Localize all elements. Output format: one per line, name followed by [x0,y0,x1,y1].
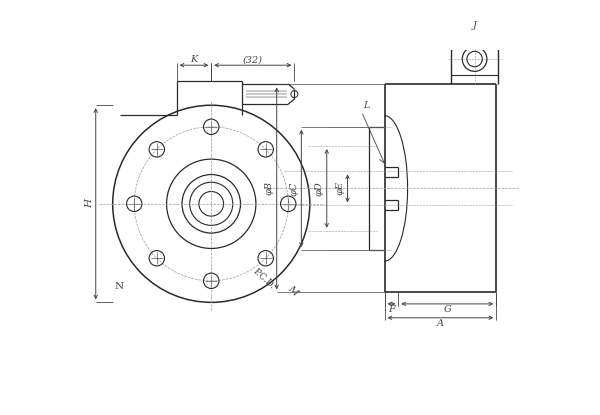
Text: P.C.D.: P.C.D. [251,267,277,291]
Text: φE: φE [335,181,344,195]
Text: H: H [85,199,94,208]
Text: G: G [443,305,451,314]
Text: F: F [388,305,395,314]
Text: (32): (32) [243,55,263,64]
Text: L: L [364,101,370,110]
Text: J: J [473,22,476,30]
Text: φD: φD [314,181,323,196]
Text: K: K [190,55,197,64]
Text: A: A [437,319,444,328]
Text: M: M [286,283,299,297]
Text: φB: φB [265,181,274,195]
Text: φC: φC [289,181,298,195]
Text: N: N [114,283,124,291]
